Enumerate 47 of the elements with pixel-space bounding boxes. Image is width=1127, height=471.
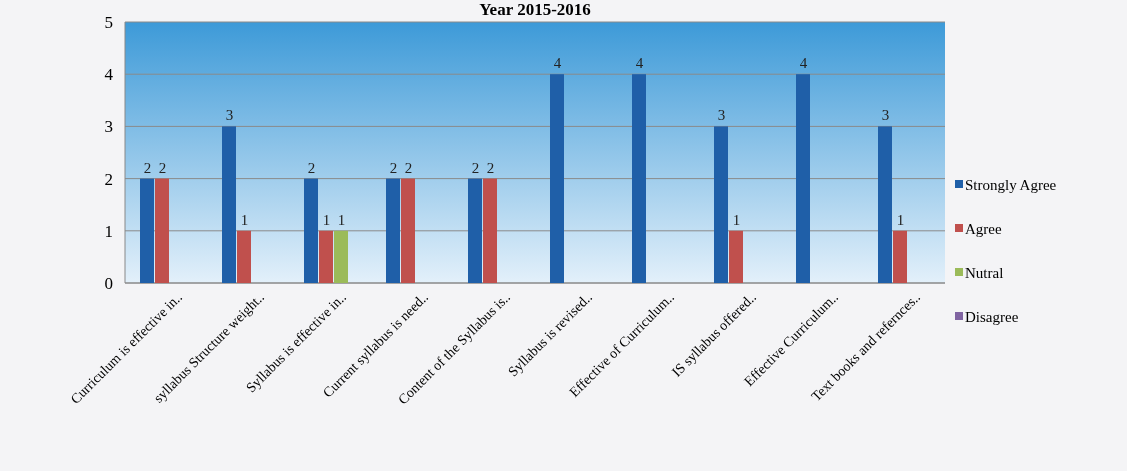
legend-label: Disagree [965,309,1019,326]
legend-label: Agree [965,221,1002,238]
y-tick-label: 2 [104,169,113,189]
bar [140,178,154,283]
data-label: 1 [732,211,741,228]
bar [714,126,728,283]
data-label: 4 [635,55,644,72]
data-label: 1 [240,211,249,228]
data-label: 3 [881,107,890,124]
data-label: 4 [553,55,562,72]
bar [319,230,333,283]
bar [237,230,251,283]
bar [222,126,236,283]
bar [401,178,415,283]
data-label: 1 [896,211,905,228]
bar [155,178,169,283]
y-tick-label: 1 [104,221,113,241]
bar [483,178,497,283]
y-tick-label: 0 [104,273,113,293]
data-label: 1 [337,211,346,228]
bar [796,74,810,283]
bar [878,126,892,283]
data-label: 3 [717,107,726,124]
data-label: 2 [471,159,480,176]
y-tick-label: 4 [104,65,114,85]
bar [468,178,482,283]
data-label: 2 [307,159,316,176]
data-label: 2 [404,159,413,176]
data-label: 4 [799,55,808,72]
y-tick-label: 3 [104,117,113,137]
bar [334,230,348,283]
bar [729,230,743,283]
bar [893,230,907,283]
data-label: 2 [158,159,167,176]
legend-label: Strongly Agree [965,177,1057,194]
bar [386,178,400,283]
legend-label: Nutral [965,265,1004,282]
data-label: 1 [322,211,331,228]
data-label: 2 [389,159,398,176]
data-label: 3 [225,107,234,124]
data-label: 2 [486,159,495,176]
chart-title: Year 2015-2016 [479,0,591,19]
bar [632,74,646,283]
bar [550,74,564,283]
data-label: 2 [143,159,152,176]
y-tick-label: 5 [104,12,113,32]
bar [304,178,318,283]
